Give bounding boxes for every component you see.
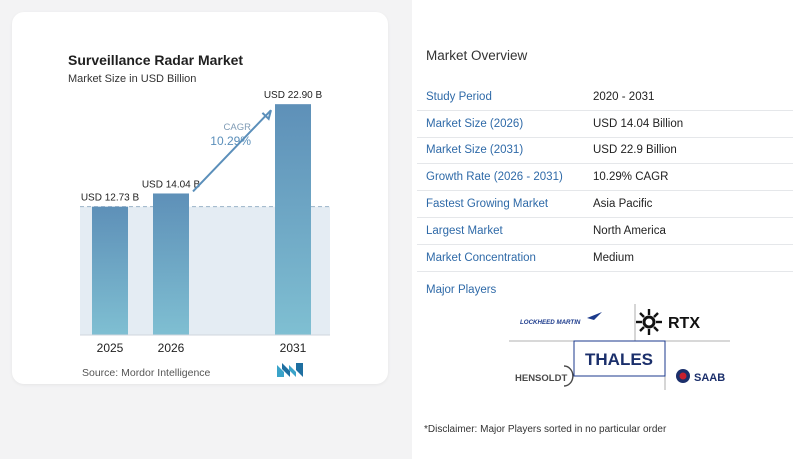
table-row: Study Period 2020 - 2031 <box>417 84 793 111</box>
bar-2025 <box>92 206 128 335</box>
lockheed-martin-logo: LOCKHEED MARTIN <box>520 312 602 326</box>
rtx-logo: RTX <box>636 309 700 335</box>
x-tick-2025: 2025 <box>97 341 124 355</box>
cagr-arrowhead-icon <box>261 109 272 121</box>
hensoldt-text: HENSOLDT <box>515 373 567 384</box>
row-value: USD 14.04 Billion <box>593 117 684 130</box>
rtx-sunburst-icon <box>636 309 662 335</box>
row-key: Market Size (2026) <box>426 117 524 130</box>
row-key: Market Concentration <box>426 251 536 264</box>
row-key: Fastest Growing Market <box>426 198 549 211</box>
cagr-arrow <box>192 109 272 193</box>
row-value: North America <box>593 224 666 237</box>
hensoldt-logo: HENSOLDT <box>515 365 574 387</box>
data-label-2026: USD 14.04 B <box>142 179 201 190</box>
chart-subtitle: Market Size in USD Billion <box>68 73 197 85</box>
row-value: Medium <box>593 251 634 264</box>
row-value: 10.29% CAGR <box>593 171 669 184</box>
chart-title: Surveillance Radar Market <box>68 52 244 68</box>
disclaimer: *Disclaimer: Major Players sorted in no … <box>424 424 667 435</box>
major-players-title: Major Players <box>426 284 497 296</box>
cagr-label: CAGR <box>224 122 252 133</box>
source-note: Source: Mordor Intelligence <box>82 367 211 379</box>
saab-text: SAAB <box>694 372 725 384</box>
overview-table: Study Period 2020 - 2031 Market Size (202… <box>417 84 793 272</box>
mordor-logo-icon <box>277 363 303 377</box>
table-row: Market Size (2031) USD 22.9 Billion <box>417 138 793 165</box>
row-key: Largest Market <box>426 224 503 237</box>
row-value: Asia Pacific <box>593 198 653 211</box>
hensoldt-arc-icon <box>563 365 574 387</box>
x-tick-2026: 2026 <box>158 341 185 355</box>
row-value: USD 22.9 Billion <box>593 144 677 157</box>
rtx-text: RTX <box>668 315 700 332</box>
overview-panel: Market Overview Study Period 2020 - 2031 … <box>412 0 800 459</box>
table-row: Market Size (2026) USD 14.04 Billion <box>417 111 793 138</box>
row-key: Study Period <box>426 90 492 103</box>
table-row: Market Concentration Medium <box>417 245 793 272</box>
x-tick-2031: 2031 <box>280 341 307 355</box>
table-row: Largest Market North America <box>417 218 793 245</box>
row-key: Growth Rate (2026 - 2031) <box>426 171 563 184</box>
data-label-2025: USD 12.73 B <box>81 193 140 204</box>
table-row: Growth Rate (2026 - 2031) 10.29% CAGR <box>417 164 793 192</box>
saab-logo: SAAB <box>676 369 725 384</box>
cagr-value: 10.29% <box>210 134 251 148</box>
data-label-2031: USD 22.90 B <box>264 90 323 101</box>
row-value: 2020 - 2031 <box>593 90 655 103</box>
major-players-logos: LOCKHEED MARTIN RTX THALES HENSOLDT <box>509 304 730 390</box>
row-key: Market Size (2031) <box>426 144 524 157</box>
lockheed-martin-text: LOCKHEED MARTIN <box>520 319 581 326</box>
overview-title: Market Overview <box>426 48 528 63</box>
thales-logo: THALES <box>585 350 653 369</box>
table-row: Fastest Growing Market Asia Pacific <box>417 191 793 218</box>
lockheed-star-icon <box>587 312 602 320</box>
bar-2026 <box>153 193 189 335</box>
bar-chart: USD 12.73 B 2025 USD 14.04 B 2026 USD 22.90 … <box>80 90 330 355</box>
bar-2031 <box>275 104 311 335</box>
